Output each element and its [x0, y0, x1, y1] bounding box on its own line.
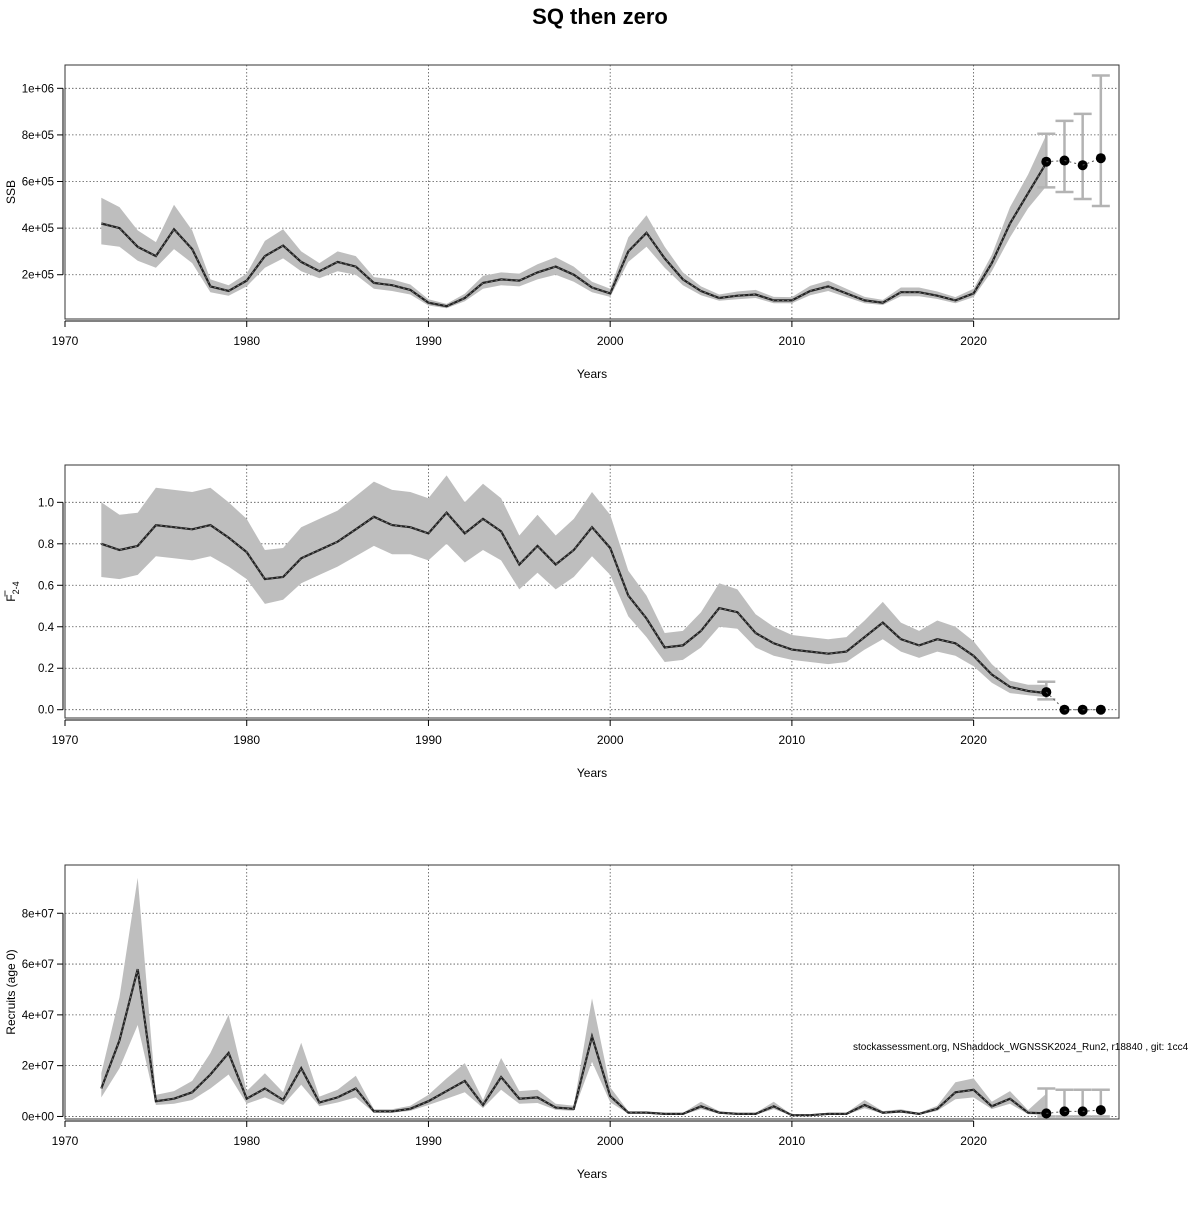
forecast-point — [1095, 1105, 1106, 1116]
plot-frame — [64, 864, 1120, 1120]
x-axis-label: Years — [577, 766, 607, 780]
x-tick-label: 1980 — [233, 334, 260, 348]
y-tick-label: 0.4 — [38, 622, 55, 634]
y-tick-label: 1.0 — [38, 497, 54, 509]
x-tick-label: 1980 — [233, 733, 260, 747]
x-tick-label: 1990 — [415, 334, 442, 348]
estimate-line-dash — [101, 162, 1047, 307]
chart-footnote: stockassessment.org, NShaddock_WGNSSK202… — [853, 1042, 1189, 1053]
panel-2: 1970 1980 1990 2000 2010 2020 Years 0.0 0.2 0.4 0.… — [4, 464, 1120, 780]
x-tick-label: 2010 — [779, 334, 806, 348]
y-tick-label: 8e+07 — [22, 908, 54, 920]
plot-frame — [64, 464, 1120, 719]
x-tick-label: 2000 — [597, 1134, 624, 1148]
x-tick-label: 2020 — [960, 334, 987, 348]
x-axis-label: Years — [577, 1167, 607, 1181]
y-axis-label: Recruits (age 0) — [4, 949, 18, 1034]
x-axis-label: Years — [577, 367, 607, 381]
y-tick-label: 0.0 — [38, 705, 54, 717]
y-tick-label: 8e+05 — [22, 130, 54, 142]
y-tick-label: 0e+00 — [22, 1111, 54, 1123]
y-tick-label: 4e+07 — [22, 1010, 54, 1022]
x-tick-label: 2020 — [960, 733, 987, 747]
y-tick-label: 4e+05 — [22, 223, 54, 235]
panel-3: 1970 1980 1990 2000 2010 2020 Years 0e+00 2e+07 4… — [4, 864, 1120, 1181]
estimate-line-dash — [100, 968, 1047, 1116]
confidence-band — [101, 134, 1047, 309]
estimate-line-dash — [101, 512, 1047, 694]
x-tick-label: 2010 — [779, 733, 806, 747]
x-tick-label: 1970 — [52, 1134, 79, 1148]
x-tick-label: 1990 — [415, 733, 442, 747]
y-axis-label: SSB — [4, 180, 18, 204]
y-tick-label: 6e+07 — [22, 959, 54, 971]
y-axis-label: F2-4 — [4, 581, 21, 601]
y-tick-label: 2e+05 — [22, 270, 54, 282]
x-tick-label: 2000 — [597, 733, 624, 747]
x-tick-label: 1990 — [415, 1134, 442, 1148]
forecast-point — [1095, 153, 1106, 164]
x-tick-label: 1970 — [52, 334, 79, 348]
x-tick-label: 2000 — [597, 334, 624, 348]
x-tick-label: 2020 — [960, 1134, 987, 1148]
y-axis-label-subscript: 2-4 — [11, 581, 21, 594]
x-tick-label: 1980 — [233, 1134, 260, 1148]
chart-title: SQ then zero — [532, 4, 668, 29]
confidence-band — [101, 877, 1047, 1116]
confidence-band — [101, 475, 1047, 698]
y-tick-label: 6e+05 — [22, 177, 54, 189]
y-tick-label: 0.2 — [38, 663, 54, 675]
y-tick-label: 0.8 — [38, 539, 54, 551]
y-tick-label: 1e+06 — [22, 83, 54, 95]
x-tick-label: 1970 — [52, 733, 79, 747]
plot-frame — [64, 64, 1120, 320]
panel-1: 1970 1980 1990 2000 2010 2020 Years 2e+05 4e+05 6… — [4, 64, 1120, 381]
y-tick-label: 2e+07 — [22, 1061, 54, 1073]
forecast-point — [1095, 704, 1106, 715]
x-tick-label: 2010 — [779, 1134, 806, 1148]
y-tick-label: 0.6 — [38, 580, 54, 592]
